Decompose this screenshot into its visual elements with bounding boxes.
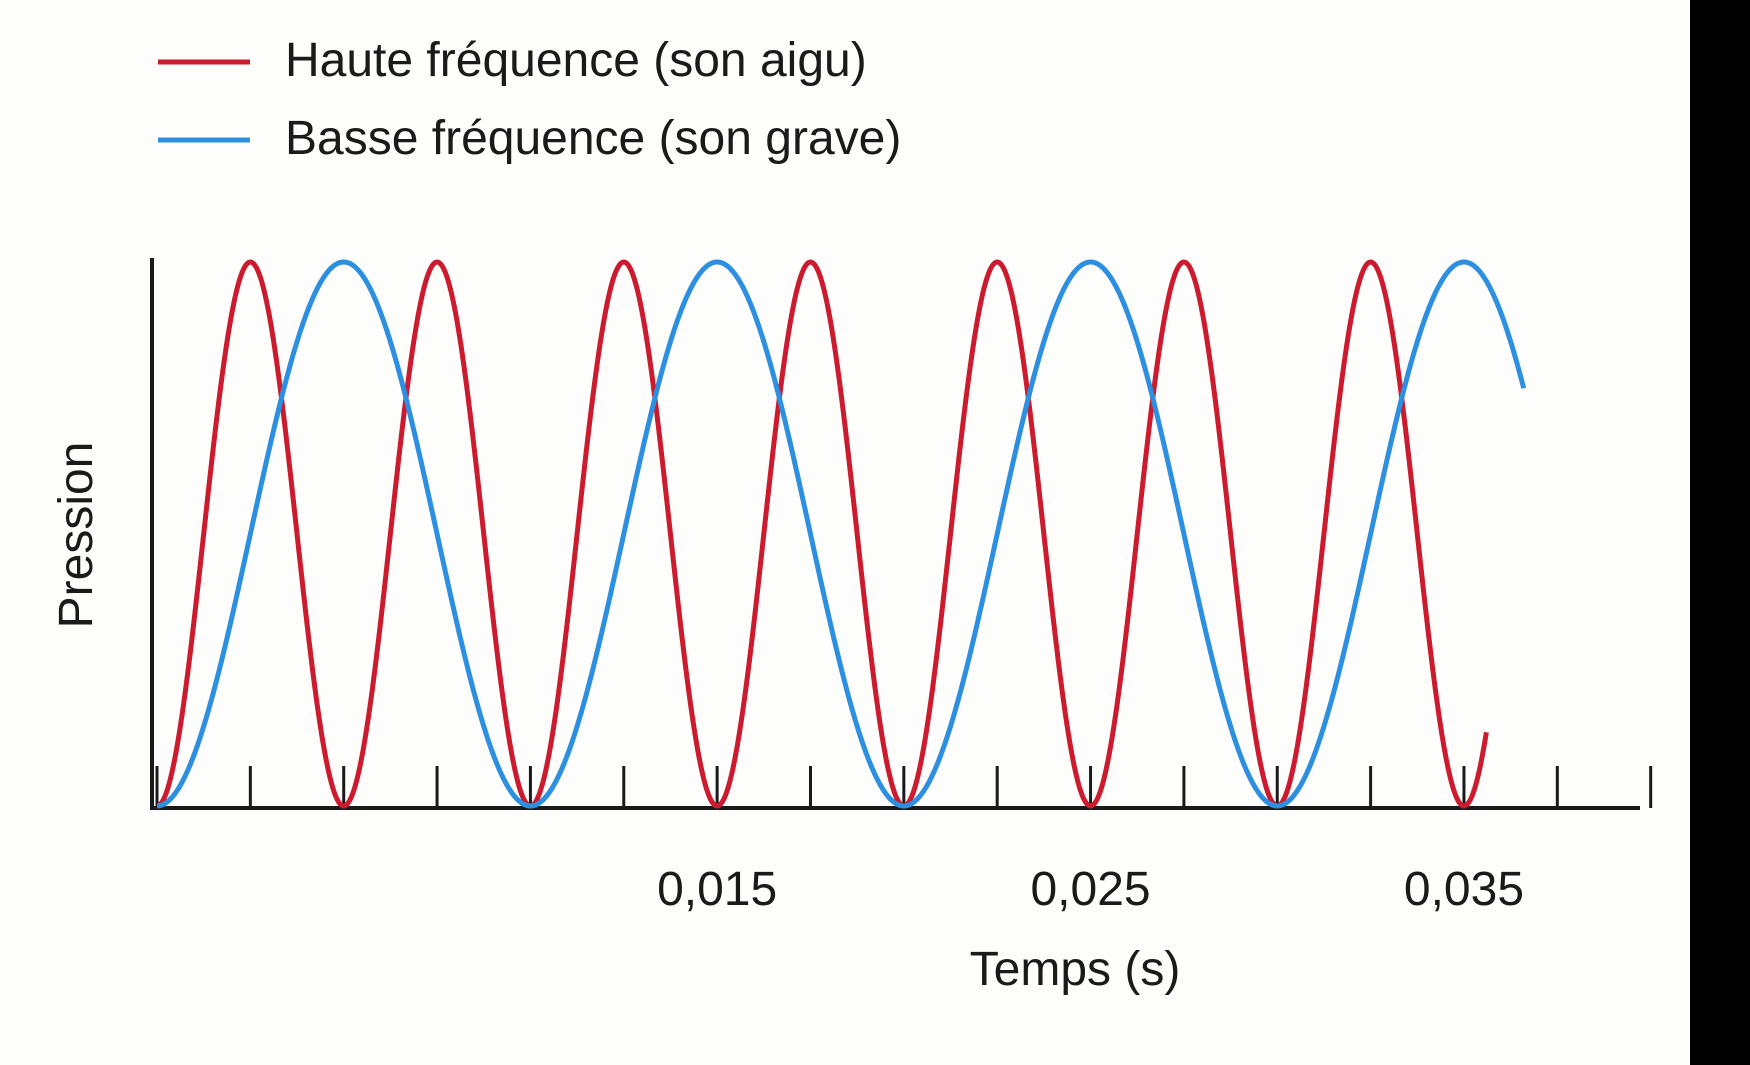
x-tick-label: 0,035 — [1404, 863, 1524, 916]
series-line-high-frequency — [155, 259, 1489, 809]
series-line-low-frequency — [156, 259, 1527, 809]
x-tick-label: 0,025 — [1030, 863, 1150, 916]
legend-label-low: Basse fréquence (son grave) — [285, 112, 901, 165]
x-tick-label: 0,015 — [657, 863, 777, 916]
series-layer — [155, 259, 1527, 809]
plot-area: 0,015 0,025 0,035 — [150, 258, 1653, 916]
x-ticks — [155, 766, 1653, 808]
legend-label-high: Haute fréquence (son aigu) — [285, 34, 867, 87]
figure-background — [0, 0, 1690, 1065]
y-axis-label: Pression — [50, 442, 103, 629]
x-tick-labels: 0,015 0,025 0,035 — [657, 863, 1524, 916]
x-axis-label: Temps (s) — [970, 943, 1181, 996]
legend: Haute fréquence (son aigu) Basse fréquen… — [158, 34, 901, 165]
